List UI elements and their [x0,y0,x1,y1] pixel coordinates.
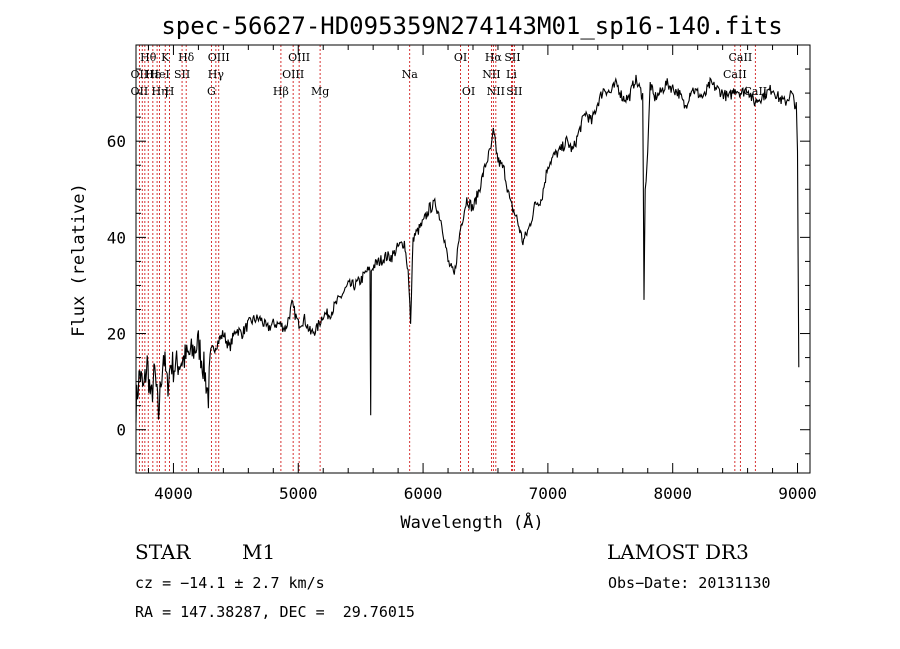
line-label: SII [174,68,190,81]
line-label: HeI [149,68,169,81]
x-axis-ticks: 4000 5000 6000 7000 8000 9000 [147,45,817,503]
line-label: K [161,51,170,64]
x-tick-label: 4000 [154,484,193,503]
coordinates: RA = 147.38287, DEC = 29.76015 [135,603,415,621]
emission-line-markers [138,45,756,473]
x-tick-label: 7000 [529,484,568,503]
line-label: OIII [288,51,310,64]
line-label: OII [131,68,149,81]
line-label: SII [504,51,520,64]
line-label: Li [506,68,517,81]
line-label: Mg [311,85,329,98]
line-label: OIII [208,51,230,64]
y-axis-ticks: 0 20 40 60 [107,68,810,455]
line-label: CaII [723,68,747,81]
redshift-velocity: cz = −14.1 ± 2.7 km/s [135,574,325,592]
x-tick-label: 5000 [279,484,318,503]
x-tick-label: 9000 [778,484,817,503]
y-tick-label: 20 [107,325,126,344]
y-axis-label: Flux (relative) [69,183,89,337]
observation-date: Obs−Date: 20131130 [608,574,771,592]
line-label: OIII [282,68,304,81]
line-label: OI [462,85,475,98]
line-label: CaII [729,51,753,64]
object-class: STAR [135,540,191,564]
chart-title: spec-56627-HD095359N274143M01_sp16-140.f… [161,12,782,40]
x-tick-label: 8000 [653,484,692,503]
line-label: Hα [485,51,503,64]
line-label: NII [487,85,505,98]
y-tick-label: 0 [116,421,126,440]
object-subclass: M1 [242,540,276,564]
line-label: Hη [151,85,167,98]
line-label: G [207,85,216,98]
x-axis-label: Wavelength (Å) [400,511,543,533]
line-label: Hγ [208,68,225,81]
x-tick-label: 6000 [404,484,443,503]
survey-name: LAMOST DR3 [607,540,749,564]
line-label: Hδ [178,51,195,64]
y-tick-label: 40 [107,228,126,247]
line-label: OI [454,51,467,64]
line-label: Hε [145,68,161,81]
line-label: NII [482,68,500,81]
line-label: H [165,85,175,98]
spectrum-line [135,74,800,423]
line-label: Na [402,68,419,81]
line-label: Hθ [140,51,157,64]
plot-frame [135,44,811,474]
line-label: Hβ [273,85,289,98]
line-label: SII [506,85,522,98]
y-tick-label: 60 [107,132,126,151]
line-label: OII [131,85,149,98]
